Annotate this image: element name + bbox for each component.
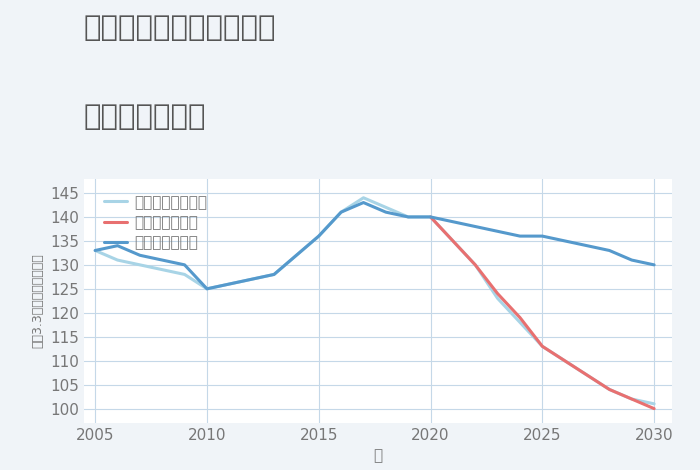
グッドシナリオ — [203, 286, 211, 292]
グッドシナリオ — [538, 233, 547, 239]
グッドシナリオ — [583, 243, 592, 249]
グッドシナリオ — [494, 228, 502, 234]
グッドシナリオ — [292, 252, 300, 258]
バッドシナリオ — [494, 291, 502, 297]
バッドシナリオ — [426, 214, 435, 220]
Line: バッドシナリオ: バッドシナリオ — [430, 217, 654, 408]
ノーマルシナリオ — [91, 248, 99, 253]
ノーマルシナリオ — [203, 286, 211, 292]
グッドシナリオ — [404, 214, 412, 220]
ノーマルシナリオ — [449, 238, 457, 244]
ノーマルシナリオ — [314, 233, 323, 239]
ノーマルシナリオ — [292, 252, 300, 258]
ノーマルシナリオ — [426, 214, 435, 220]
ノーマルシナリオ — [650, 401, 658, 407]
グッドシナリオ — [426, 214, 435, 220]
グッドシナリオ — [181, 262, 189, 268]
ノーマルシナリオ — [136, 262, 144, 268]
ノーマルシナリオ — [538, 344, 547, 349]
ノーマルシナリオ — [270, 272, 278, 277]
グッドシナリオ — [471, 224, 480, 229]
Text: 土地の価格推移: 土地の価格推移 — [84, 103, 206, 132]
ノーマルシナリオ — [404, 214, 412, 220]
ノーマルシナリオ — [382, 204, 390, 210]
ノーマルシナリオ — [225, 281, 234, 287]
バッドシナリオ — [449, 238, 457, 244]
ノーマルシナリオ — [583, 372, 592, 378]
Legend: ノーマルシナリオ, バッドシナリオ, グッドシナリオ: ノーマルシナリオ, バッドシナリオ, グッドシナリオ — [97, 188, 214, 257]
Line: グッドシナリオ: グッドシナリオ — [95, 203, 654, 289]
グッドシナリオ — [382, 209, 390, 215]
ノーマルシナリオ — [471, 262, 480, 268]
グッドシナリオ — [337, 209, 345, 215]
ノーマルシナリオ — [158, 267, 167, 273]
ノーマルシナリオ — [561, 358, 569, 363]
グッドシナリオ — [270, 272, 278, 277]
ノーマルシナリオ — [337, 209, 345, 215]
ノーマルシナリオ — [181, 272, 189, 277]
ノーマルシナリオ — [248, 276, 256, 282]
ノーマルシナリオ — [628, 396, 636, 402]
グッドシナリオ — [449, 219, 457, 225]
バッドシナリオ — [583, 372, 592, 378]
Y-axis label: 坪（3.3㎡）単価（万円）: 坪（3.3㎡）単価（万円） — [32, 253, 45, 348]
バッドシナリオ — [628, 396, 636, 402]
ノーマルシナリオ — [516, 320, 524, 325]
グッドシナリオ — [113, 243, 122, 249]
バッドシナリオ — [471, 262, 480, 268]
バッドシナリオ — [606, 387, 614, 392]
Line: ノーマルシナリオ: ノーマルシナリオ — [95, 198, 654, 404]
バッドシナリオ — [650, 406, 658, 411]
グッドシナリオ — [628, 257, 636, 263]
グッドシナリオ — [359, 200, 368, 205]
バッドシナリオ — [538, 344, 547, 349]
グッドシナリオ — [650, 262, 658, 268]
ノーマルシナリオ — [606, 387, 614, 392]
バッドシナリオ — [561, 358, 569, 363]
ノーマルシナリオ — [113, 257, 122, 263]
グッドシナリオ — [248, 276, 256, 282]
グッドシナリオ — [606, 248, 614, 253]
X-axis label: 年: 年 — [373, 448, 383, 463]
グッドシナリオ — [561, 238, 569, 244]
グッドシナリオ — [136, 252, 144, 258]
ノーマルシナリオ — [494, 296, 502, 301]
Text: 兵庫県西宮市南昭和町の: 兵庫県西宮市南昭和町の — [84, 14, 276, 42]
グッドシナリオ — [516, 233, 524, 239]
グッドシナリオ — [314, 233, 323, 239]
ノーマルシナリオ — [359, 195, 368, 201]
グッドシナリオ — [91, 248, 99, 253]
グッドシナリオ — [158, 257, 167, 263]
バッドシナリオ — [516, 315, 524, 321]
グッドシナリオ — [225, 281, 234, 287]
